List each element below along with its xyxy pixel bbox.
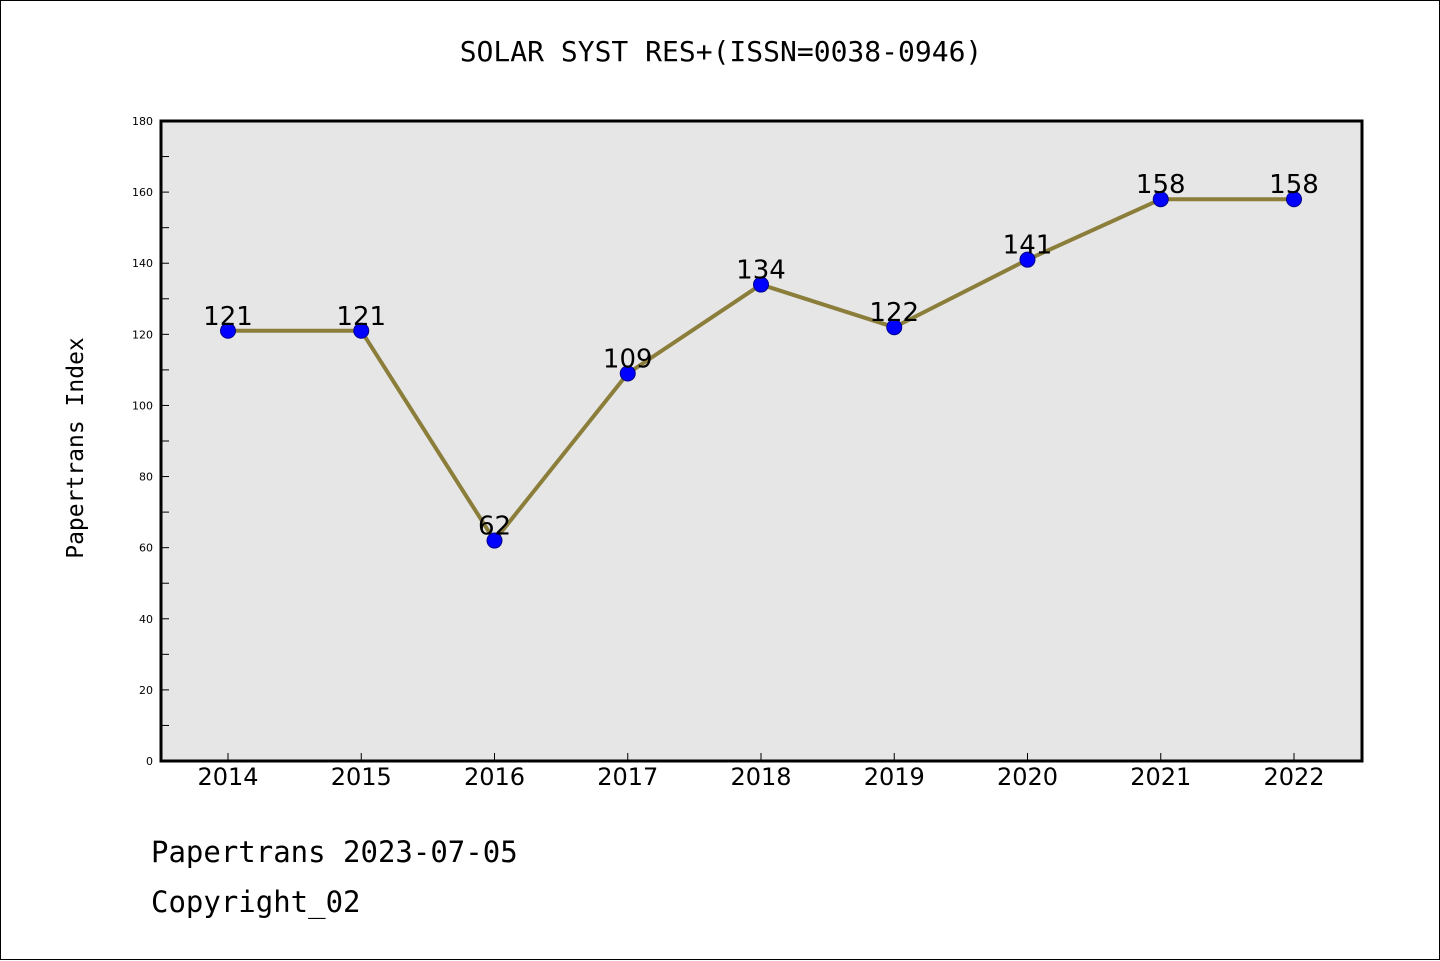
x-tick-label: 2017 bbox=[597, 763, 658, 791]
x-tick-label: 2014 bbox=[197, 763, 258, 791]
y-tick-label: 60 bbox=[139, 542, 153, 555]
data-label: 158 bbox=[1269, 170, 1319, 200]
x-tick-label: 2019 bbox=[864, 763, 925, 791]
x-tick-label: 2018 bbox=[730, 763, 791, 791]
plot-frame bbox=[159, 119, 1364, 763]
plot-area bbox=[161, 121, 1362, 761]
data-point bbox=[753, 276, 769, 293]
data-point bbox=[220, 322, 236, 339]
x-tick-label: 2015 bbox=[331, 763, 392, 791]
x-tick-label: 2021 bbox=[1130, 763, 1191, 791]
data-point bbox=[886, 319, 903, 336]
data-label: 122 bbox=[869, 298, 919, 328]
x-axis: 2014 2015 2016 2017 2018 2019 2020 2021 2022 bbox=[197, 753, 1325, 791]
y-tick-label: 180 bbox=[132, 115, 153, 128]
data-point bbox=[353, 322, 370, 339]
y-tick-label: 100 bbox=[132, 399, 153, 412]
data-point bbox=[619, 365, 636, 382]
data-point bbox=[1152, 191, 1169, 208]
data-label: 141 bbox=[1003, 231, 1053, 261]
y-tick-label: 160 bbox=[132, 186, 153, 199]
footer-copyright: Copyright_02 bbox=[151, 885, 361, 919]
y-tick-label: 20 bbox=[139, 684, 153, 697]
data-label: 109 bbox=[603, 344, 653, 374]
data-labels: 121 121 62 109 134 122 141 158 158 bbox=[203, 170, 1319, 541]
x-tick-label: 2016 bbox=[464, 763, 525, 791]
y-tick-label: 140 bbox=[132, 257, 153, 270]
y-tick-label: 80 bbox=[139, 471, 153, 484]
data-label: 121 bbox=[336, 302, 386, 332]
y-tick-label: 0 bbox=[146, 755, 153, 768]
data-label: 121 bbox=[203, 302, 253, 332]
data-label: 62 bbox=[478, 512, 511, 542]
footer-source-date: Papertrans 2023-07-05 bbox=[151, 835, 518, 869]
y-tick-label: 120 bbox=[132, 328, 153, 341]
y-tick-label: 40 bbox=[139, 613, 153, 626]
chart-title: SOLAR SYST RES+(ISSN=0038-0946) bbox=[459, 35, 983, 68]
data-point bbox=[1019, 251, 1036, 268]
data-point bbox=[1286, 191, 1302, 208]
x-tick-label: 2020 bbox=[997, 763, 1058, 791]
data-label: 134 bbox=[736, 256, 786, 286]
data-label: 158 bbox=[1136, 170, 1186, 200]
data-markers bbox=[220, 191, 1302, 549]
x-tick-label: 2022 bbox=[1263, 763, 1324, 791]
data-point bbox=[486, 532, 503, 549]
